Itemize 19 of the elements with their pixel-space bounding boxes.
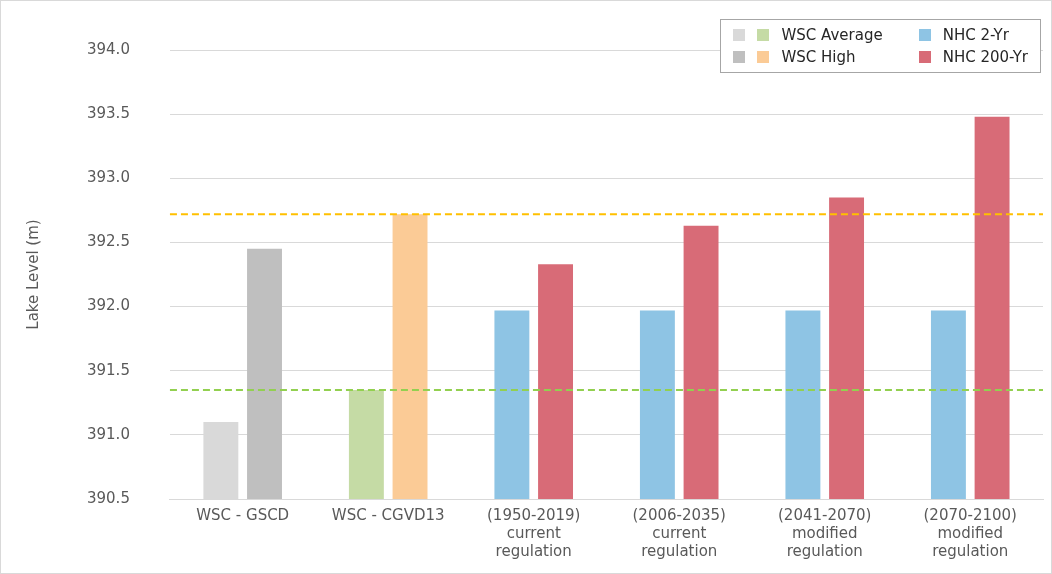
y-axis-title: Lake Level (m)	[23, 219, 42, 330]
x-tick-label: (2006-2035) current regulation	[632, 505, 726, 560]
x-tick-label: (2070-2100) modified regulation	[923, 505, 1017, 560]
legend-label: NHC 200-Yr	[942, 48, 1028, 66]
y-tick-label: 394.0	[86, 39, 130, 58]
legend-label: WSC High	[781, 48, 856, 66]
x-tick-label: WSC - GSCD	[196, 505, 290, 524]
x-tick-label: (1950-2019) current regulation	[486, 505, 581, 560]
x-tick-label: WSC - CGVD13	[331, 505, 445, 524]
legend-label: NHC 2-Yr	[942, 26, 1009, 44]
y-tick-label: 391.0	[86, 424, 130, 443]
y-tick-label: 393.0	[86, 168, 130, 187]
y-tick-label: 392.5	[86, 232, 130, 251]
y-tick-label: 391.5	[86, 360, 130, 379]
y-tick-label: 390.5	[86, 488, 130, 507]
legend-label: WSC Average	[781, 26, 883, 44]
y-tick-label: 393.5	[86, 104, 130, 123]
x-tick-label: (2041-2070) modified regulation	[778, 505, 872, 560]
y-tick-label: 392.0	[86, 296, 130, 315]
